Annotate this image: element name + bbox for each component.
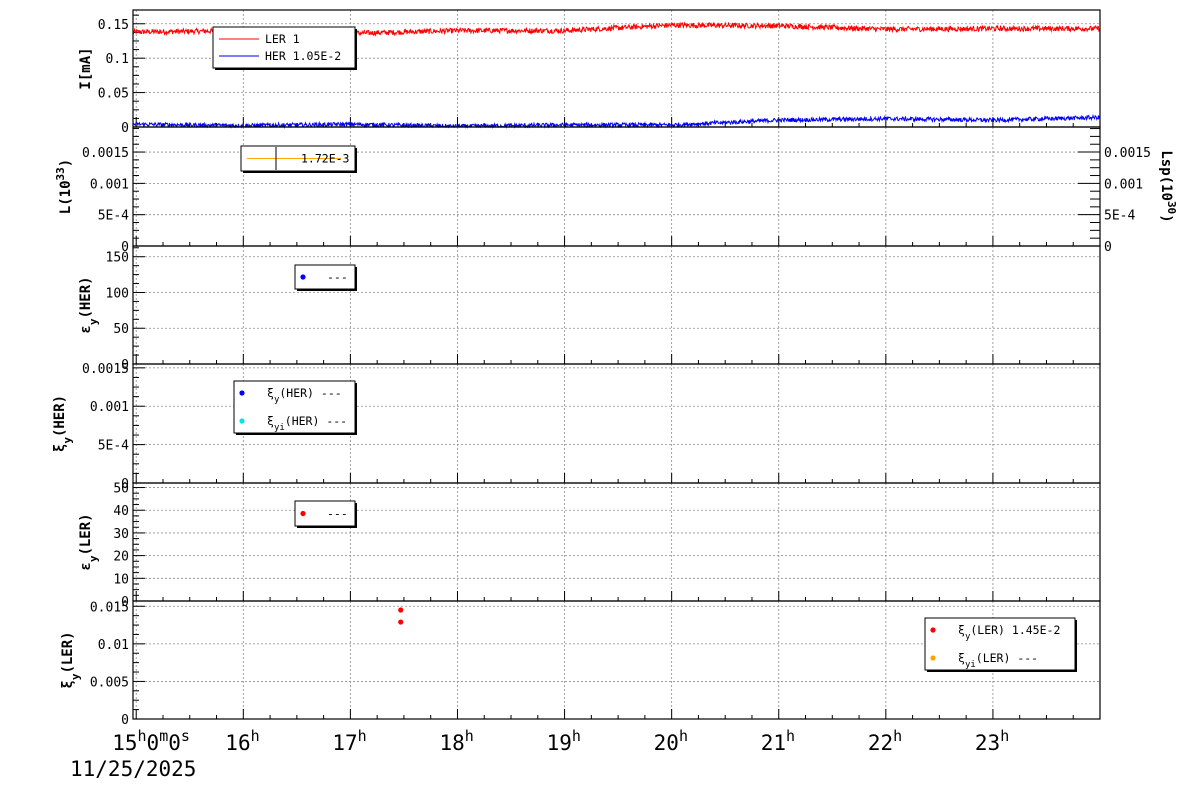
legend-marker [239,418,245,424]
legend-box [924,617,1076,671]
y-tick-label: 5E-4 [98,439,129,454]
y-tick-label: 40 [113,504,129,519]
y-tick-label: 30 [113,527,129,542]
panel-3: 0 50 100 150 εy(HER) --- [78,245,1101,373]
y-axis-label: L(1033) [54,159,75,214]
y-tick-label: 0 [121,595,129,610]
legend-entry: ξy(LER) 1.45E-2 [958,623,1060,642]
legend-marker [930,627,936,633]
legend-marker [300,274,306,280]
y-tick-label: 0.15 [98,18,129,33]
legend: --- [294,264,357,291]
legend-entry: ξyi(LER) --- [958,651,1038,670]
legend-marker [239,390,245,396]
y-axis-label: εy(HER) [78,276,100,333]
y-tick-label: 0 [121,240,129,255]
panel-4: 0 5E-4 0.001 0.0015 ξy(HER) ξy(HER) --- ξyi(HE… [52,362,1101,492]
y-tick-label: 0.1 [106,52,129,67]
y2-tick-label: 0 [1104,240,1112,255]
y-axis-label: ξy(HER) [52,395,74,452]
x-tick-label: 21h [761,727,795,755]
legend: LER 1 HER 1.05E-2 [212,26,357,70]
y-axis-label: I[mA] [78,47,94,89]
data-point [398,607,404,613]
y-tick-label: 0 [121,477,129,492]
y-tick-label: 100 [106,286,129,301]
y-tick-label: 0.015 [90,600,129,615]
y-tick-label: 0 [121,358,129,373]
x-tick-label: 20h [654,727,688,755]
y-tick-label: 0.001 [90,177,129,192]
panel-6: 0 0.005 0.01 0.015 ξy(LER) ξy(LER) 1.45E-2 ξyi… [60,600,1101,728]
y-tick-label: 20 [113,550,129,565]
x-tick-label: 23h [975,727,1009,755]
panel-frame [132,126,1101,247]
legend-box [233,380,356,434]
y2-tick-label: 0.001 [1104,177,1143,192]
legend: 1.72E-3 [240,145,357,173]
y-tick-label: 0.001 [90,400,129,415]
legend-entry: ξyi(HER) --- [267,414,347,433]
legend-entry: LER 1 [265,32,300,46]
y-tick-label: 0.0015 [82,146,129,161]
panel-frame [132,600,1101,720]
x-tick-label: 17h [332,727,366,755]
y-tick-label: 0 [121,713,129,728]
y-tick-label: 10 [113,572,129,587]
y-tick-label: 0.005 [90,675,129,690]
y-tick-label: 0.0015 [82,362,129,377]
legend: ξy(HER) --- ξyi(HER) --- [233,380,357,435]
y-axis-label: ξy(LER) [60,631,82,688]
y-tick-label: 0 [121,121,129,136]
y2-axis-label: Lsp(1030) [1158,150,1179,222]
legend: ξy(LER) 1.45E-2 ξyi(LER) --- [924,617,1077,672]
y-tick-label: 5E-4 [98,209,129,224]
legend-entry: HER 1.05E-2 [265,49,341,63]
x-axis: 15h0m0s 16h 17h 18h 19h 20h 21h 22h 23h 11/25/202… [70,727,1009,781]
y-tick-label: 50 [113,322,129,337]
y-tick-label: 150 [106,251,129,266]
legend: --- [294,500,357,528]
legend-marker [930,655,936,661]
panel-5: 0 10 20 30 40 50 εy(LER) --- [78,482,1101,610]
panel-frame [132,245,1101,365]
panel-1: 0 0.05 0.1 0.15 I[mA] LER 1 HER 1.05E-2 [78,9,1101,136]
legend-entry: --- [327,270,348,284]
legend-entry: ξy(HER) --- [267,386,342,405]
date-label: 11/25/2025 [70,757,196,781]
data-point [398,619,404,625]
legend-marker [300,510,306,517]
legend-box [212,26,356,69]
y2-tick-label: 5E-4 [1104,209,1135,224]
y2-tick-label: 0.0015 [1104,146,1151,161]
y-tick-label: 0.05 [98,87,129,102]
legend-entry: 1.72E-3 [301,152,350,166]
panel-frame [132,482,1101,602]
x-tick-label: 19h [547,727,581,755]
series-line-HER [132,113,1101,129]
y-axis-label: εy(LER) [78,513,100,570]
y-tick-label: 0.01 [98,638,129,653]
x-tick-label: 22h [868,727,902,755]
panel-2: 0 0 5E-4 5E-4 0.001 0.001 0.0015 0.0015 L(1033) L… [54,126,1179,255]
legend-entry: --- [327,507,348,521]
x-tick-label: 15h0m0s [112,727,190,755]
y-tick-label: 50 [113,482,129,497]
x-tick-label: 18h [439,727,473,755]
x-tick-label: 16h [225,727,259,755]
